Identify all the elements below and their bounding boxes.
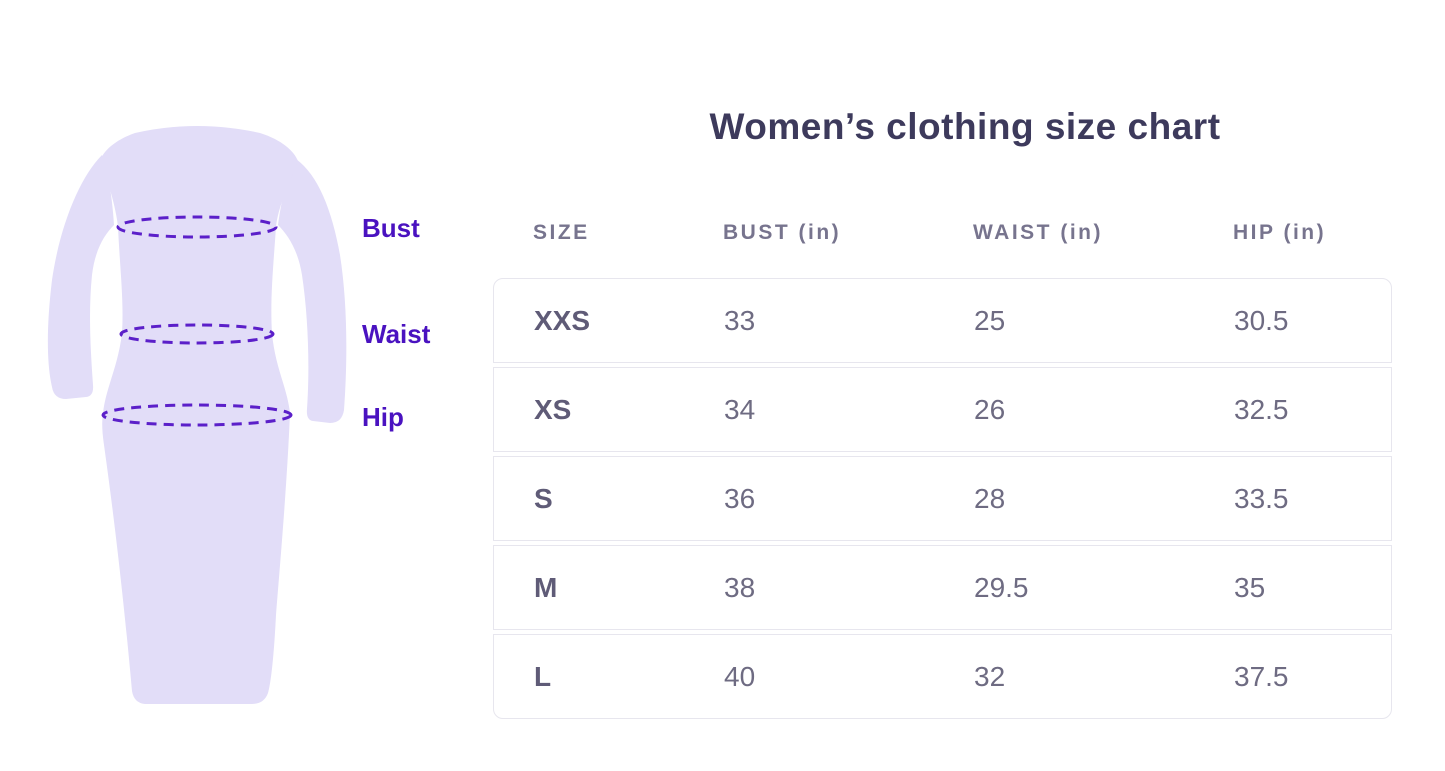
dress-illustration [47,126,347,704]
page-title: Women’s clothing size chart [709,106,1221,147]
column-header-waist: WAIST (in) [973,221,1103,244]
hip-cell: 35 [1234,571,1266,603]
column-header-size: SIZE [533,221,590,244]
hip-cell: 32.5 [1234,393,1289,425]
bust-label: Bust [362,213,420,243]
size-table: XXS 33 25 30.5 XS 34 26 32.5 S 36 28 33.… [493,278,1392,719]
dress-body [100,126,298,704]
waist-cell: 32 [974,660,1006,692]
waist-label: Waist [362,319,431,349]
size-cell: XS [534,393,572,425]
dress-right-sleeve [278,159,347,423]
table-row-s: S 36 28 33.5 [493,456,1392,541]
hip-cell: 33.5 [1234,482,1289,514]
waist-cell: 29.5 [974,571,1029,603]
hip-label: Hip [362,402,404,432]
bust-cell: 38 [724,571,756,603]
size-cell: M [534,571,558,603]
bust-cell: 36 [724,482,756,514]
size-table-header: SIZE BUST (in) WAIST (in) HIP (in) [493,218,1392,248]
size-cell: XXS [534,304,591,336]
bust-cell: 33 [724,304,756,336]
bust-cell: 34 [724,393,756,425]
waist-cell: 25 [974,304,1006,336]
waist-measurement-line [119,323,275,345]
dress-left-sleeve [47,155,114,399]
table-row-m: M 38 29.5 35 [493,545,1392,630]
bust-cell: 40 [724,660,756,692]
table-row-xs: XS 34 26 32.5 [493,367,1392,452]
waist-cell: 28 [974,482,1006,514]
waist-cell: 26 [974,393,1006,425]
table-row-l: L 40 32 37.5 [493,634,1392,719]
hip-cell: 37.5 [1234,660,1289,692]
bust-measurement-line [116,215,278,239]
hip-cell: 30.5 [1234,304,1289,336]
size-cell: S [534,482,553,514]
hip-measurement-line [101,403,293,427]
column-header-bust: BUST (in) [723,221,842,244]
table-row-xxs: XXS 33 25 30.5 [493,278,1392,363]
column-header-hip: HIP (in) [1233,221,1327,244]
size-cell: L [534,660,552,692]
